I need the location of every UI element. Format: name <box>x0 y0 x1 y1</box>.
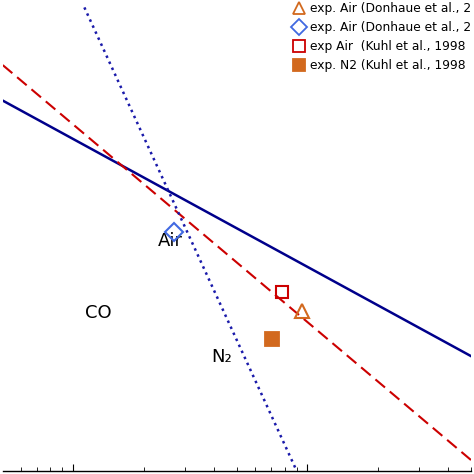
Legend: exp. Air (Donhaue et al., 2, exp. Air (Donhaue et al., 2, exp Air  (Kuhl et al.,: exp. Air (Donhaue et al., 2, exp. Air (D… <box>292 2 471 72</box>
Text: Air: Air <box>157 232 182 250</box>
Text: N₂: N₂ <box>211 348 232 366</box>
Text: CO: CO <box>85 304 111 322</box>
